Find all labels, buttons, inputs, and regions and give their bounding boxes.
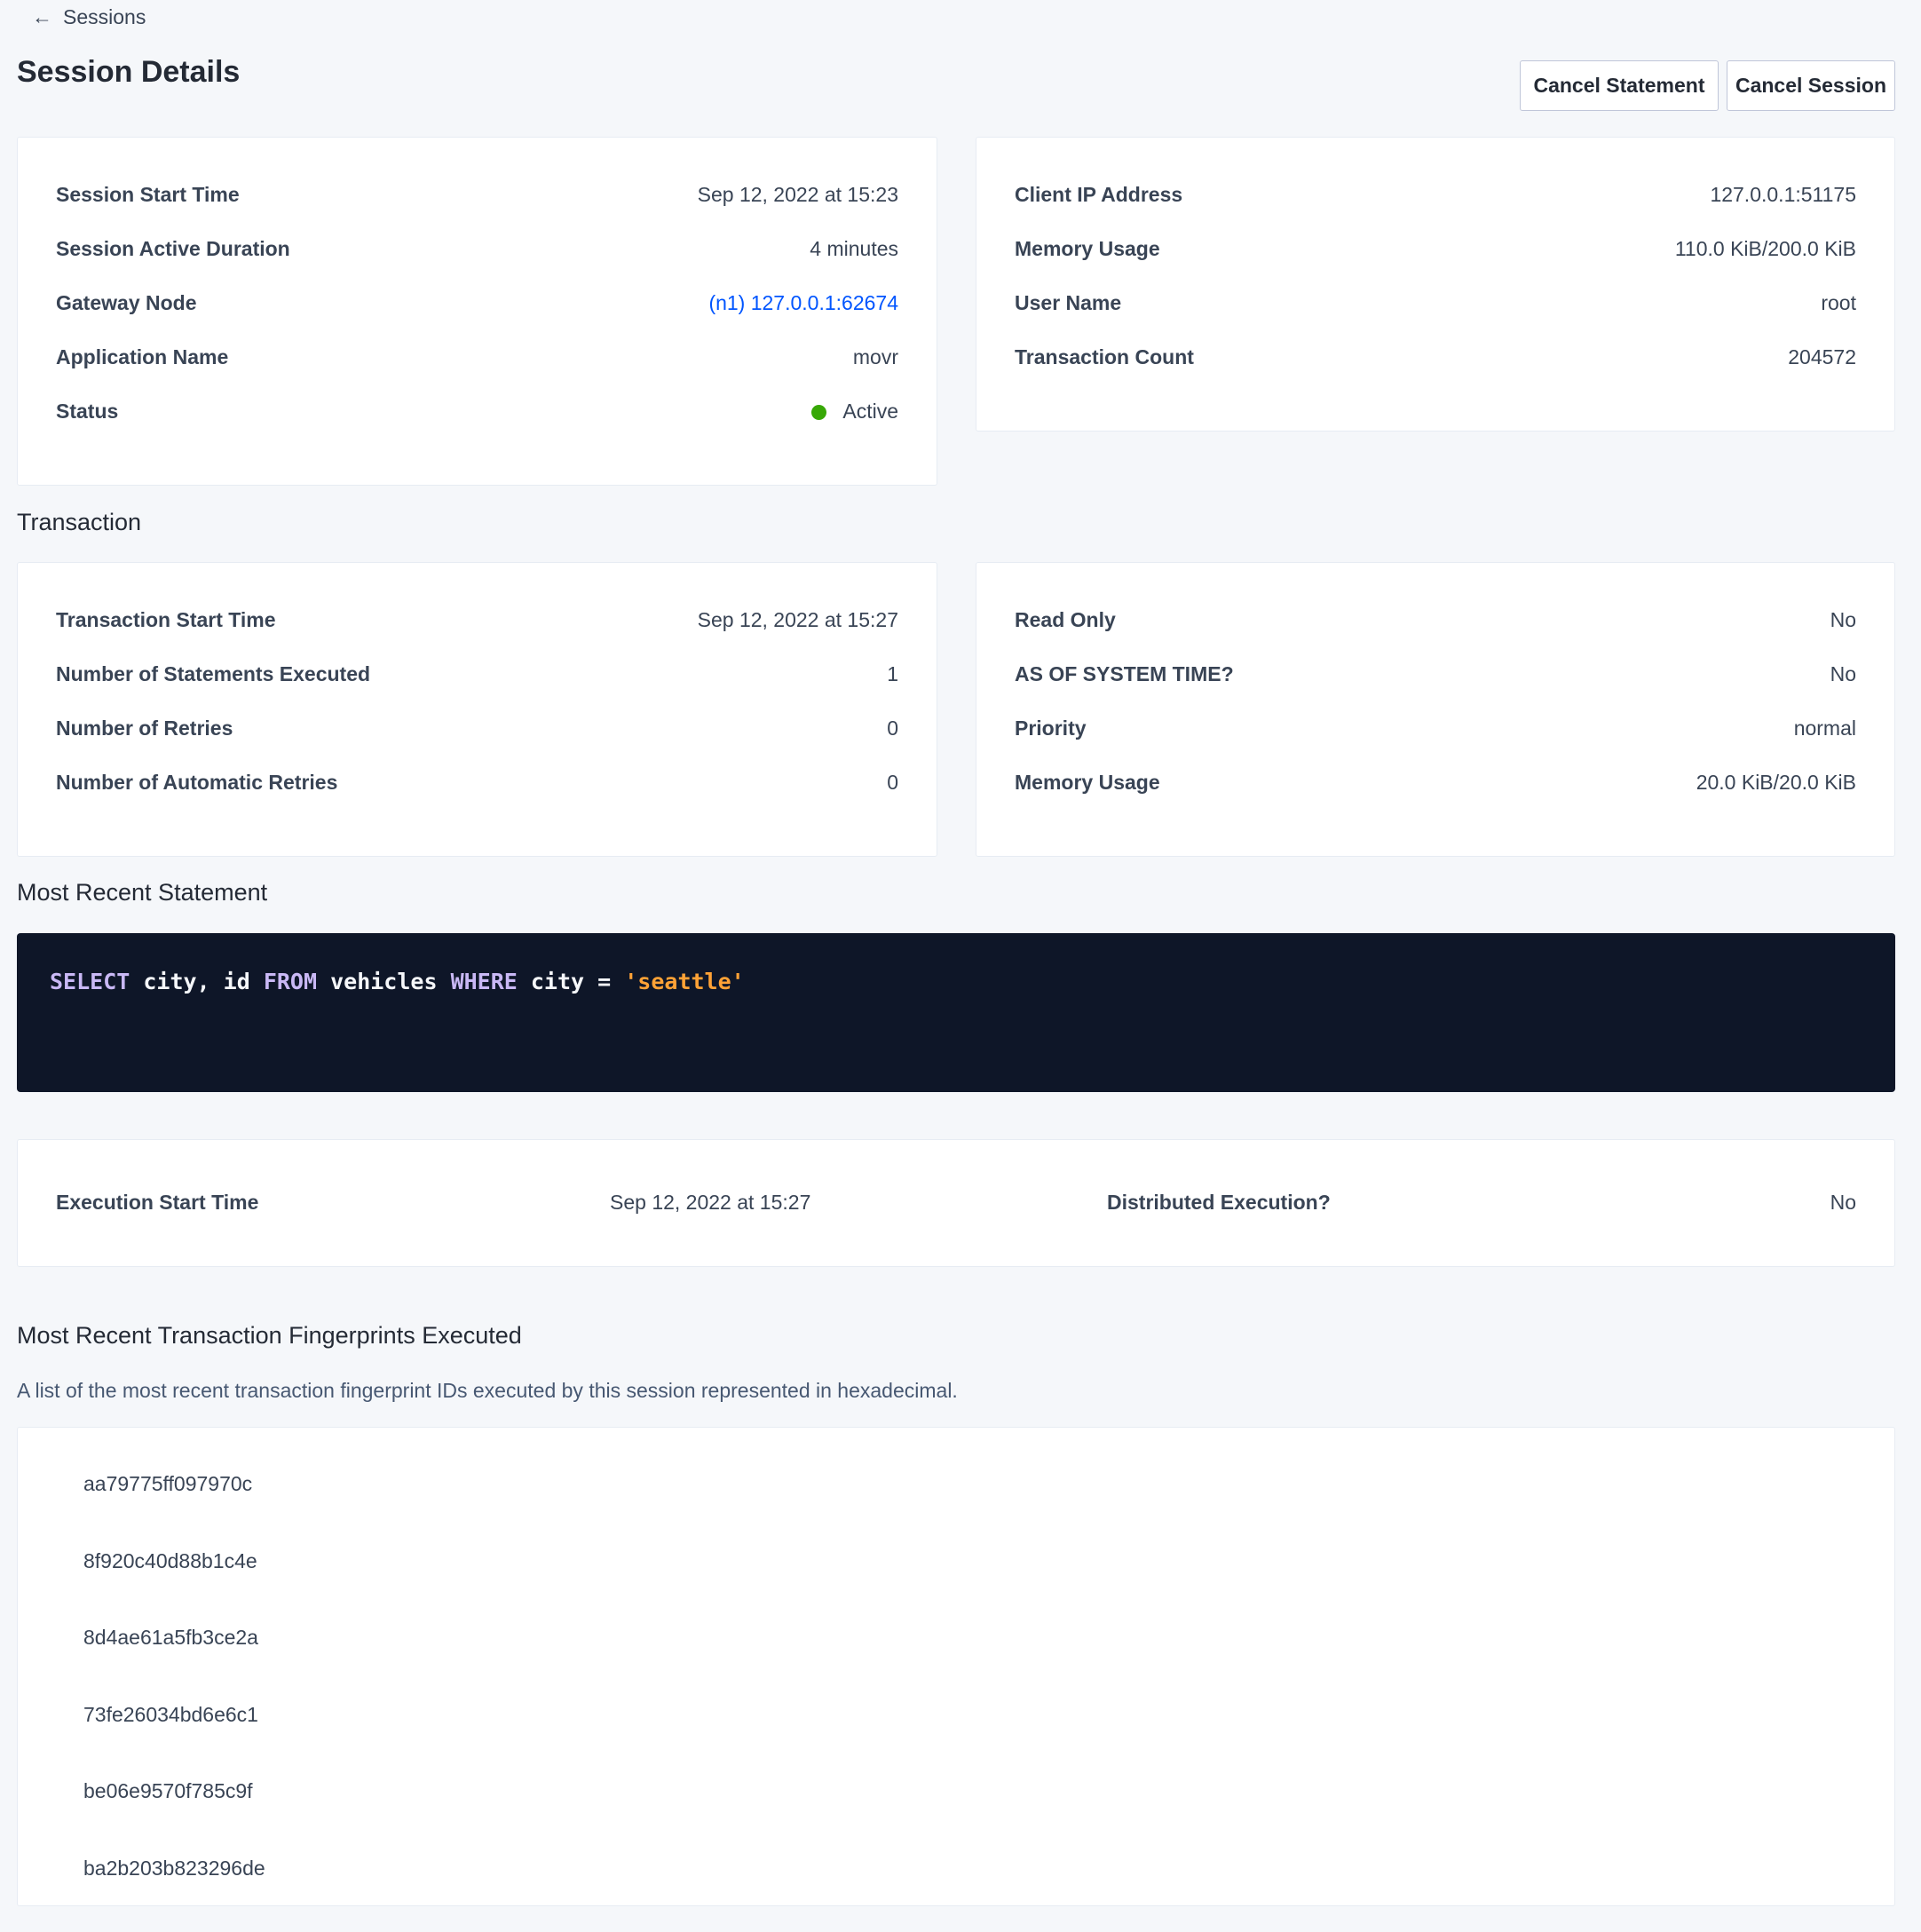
row-label: Memory Usage — [1015, 770, 1160, 794]
sql-code-block: SELECT city, id FROM vehicles WHERE city… — [17, 933, 1895, 1092]
row-value: root — [1821, 290, 1856, 314]
info-row: Application Name movr — [56, 344, 898, 370]
fingerprint-item: ba2b203b823296de — [83, 1857, 265, 1880]
status-text: Active — [842, 399, 898, 423]
fingerprint-item: 8f920c40d88b1c4e — [83, 1549, 257, 1572]
row-value: Sep 12, 2022 at 15:23 — [697, 182, 898, 206]
sql-string: 'seattle' — [624, 969, 745, 994]
info-row: AS OF SYSTEM TIME? No — [1015, 661, 1856, 687]
row-value: 110.0 KiB/200.0 KiB — [1674, 236, 1856, 260]
info-row: Number of Retries 0 — [56, 715, 898, 741]
row-label: Client IP Address — [1015, 182, 1183, 206]
session-client-card: Client IP Address 127.0.0.1:51175 Memory … — [976, 137, 1895, 432]
row-value: Sep 12, 2022 at 15:27 — [697, 607, 898, 631]
sql-text: city = — [517, 969, 625, 994]
fingerprints-description: A list of the most recent transaction fi… — [17, 1379, 958, 1402]
execution-card: Execution Start Time Sep 12, 2022 at 15:… — [17, 1139, 1895, 1267]
row-value: movr — [852, 344, 898, 368]
back-label: Sessions — [63, 5, 146, 28]
arrow-left-icon: ← — [32, 5, 52, 28]
cancel-session-button[interactable]: Cancel Session — [1727, 60, 1895, 111]
row-label: Application Name — [56, 344, 229, 368]
row-label: Priority — [1015, 716, 1087, 740]
fingerprints-heading: Most Recent Transaction Fingerprints Exe… — [17, 1322, 522, 1349]
info-row: Status Active — [56, 398, 898, 424]
session-info-card: Session Start Time Sep 12, 2022 at 15:23 … — [17, 137, 937, 486]
row-label: Number of Statements Executed — [56, 661, 371, 685]
row-value: 20.0 KiB/20.0 KiB — [1696, 770, 1856, 794]
statement-heading: Most Recent Statement — [17, 879, 268, 906]
distributed-execution-label: Distributed Execution? — [1107, 1191, 1331, 1214]
cancel-statement-button[interactable]: Cancel Statement — [1520, 60, 1719, 111]
info-row: Read Only No — [1015, 606, 1856, 633]
fingerprints-list: aa79775ff097970c 8f920c40d88b1c4e 8d4ae6… — [17, 1427, 1895, 1906]
row-label: Transaction Start Time — [56, 607, 276, 631]
info-row: Memory Usage 20.0 KiB/20.0 KiB — [1015, 769, 1856, 796]
row-value: No — [1830, 661, 1856, 685]
row-value: 204572 — [1788, 344, 1856, 368]
row-label: User Name — [1015, 290, 1122, 314]
info-row: Number of Automatic Retries 0 — [56, 769, 898, 796]
info-row: Transaction Count 204572 — [1015, 344, 1856, 370]
fingerprint-item: 8d4ae61a5fb3ce2a — [83, 1626, 258, 1649]
transaction-card-left: Transaction Start Time Sep 12, 2022 at 15… — [17, 562, 937, 857]
sql-text: vehicles — [317, 969, 451, 994]
info-row: Session Active Duration 4 minutes — [56, 235, 898, 262]
row-value: normal — [1793, 716, 1856, 740]
back-to-sessions-link[interactable]: ← Sessions — [32, 5, 146, 29]
row-value: 1 — [887, 661, 898, 685]
info-row: Client IP Address 127.0.0.1:51175 — [1015, 181, 1856, 208]
row-label: AS OF SYSTEM TIME? — [1015, 661, 1234, 685]
execution-start-label: Execution Start Time — [56, 1191, 259, 1214]
row-value: 4 minutes — [810, 236, 898, 260]
sql-keyword: FROM — [263, 969, 318, 994]
sql-text: city, id — [130, 969, 264, 994]
row-label: Read Only — [1015, 607, 1116, 631]
row-label: Status — [56, 399, 119, 423]
row-label: Number of Automatic Retries — [56, 770, 338, 794]
info-row: Priority normal — [1015, 715, 1856, 741]
execution-start-value: Sep 12, 2022 at 15:27 — [610, 1191, 811, 1214]
sql-keyword: WHERE — [450, 969, 518, 994]
info-row: Session Start Time Sep 12, 2022 at 15:23 — [56, 181, 898, 208]
page-title: Session Details — [17, 55, 241, 89]
row-label: Transaction Count — [1015, 344, 1194, 368]
transaction-heading: Transaction — [17, 509, 142, 535]
info-row: Memory Usage 110.0 KiB/200.0 KiB — [1015, 235, 1856, 262]
distributed-execution-value: No — [1830, 1191, 1856, 1214]
row-value: 0 — [887, 716, 898, 740]
info-row: Gateway Node (n1) 127.0.0.1:62674 — [56, 289, 898, 316]
row-label: Memory Usage — [1015, 236, 1160, 260]
row-value: 0 — [887, 770, 898, 794]
status-badge: Active — [811, 400, 898, 424]
gateway-node-link[interactable]: (n1) 127.0.0.1:62674 — [708, 290, 898, 314]
fingerprint-item: aa79775ff097970c — [83, 1472, 253, 1495]
fingerprint-item: 73fe26034bd6e6c1 — [83, 1703, 258, 1726]
info-row: Transaction Start Time Sep 12, 2022 at 15… — [56, 606, 898, 633]
transaction-card-right: Read Only No AS OF SYSTEM TIME? No Priorit… — [976, 562, 1895, 857]
row-label: Session Start Time — [56, 182, 240, 206]
row-label: Number of Retries — [56, 716, 233, 740]
row-label: Gateway Node — [56, 290, 197, 314]
row-value: No — [1830, 607, 1856, 631]
fingerprint-item: be06e9570f785c9f — [83, 1779, 253, 1802]
status-dot-icon — [811, 404, 827, 420]
info-row: Number of Statements Executed 1 — [56, 661, 898, 687]
sql-keyword: SELECT — [50, 969, 130, 994]
row-value: 127.0.0.1:51175 — [1710, 182, 1856, 206]
row-label: Session Active Duration — [56, 236, 290, 260]
info-row: User Name root — [1015, 289, 1856, 316]
